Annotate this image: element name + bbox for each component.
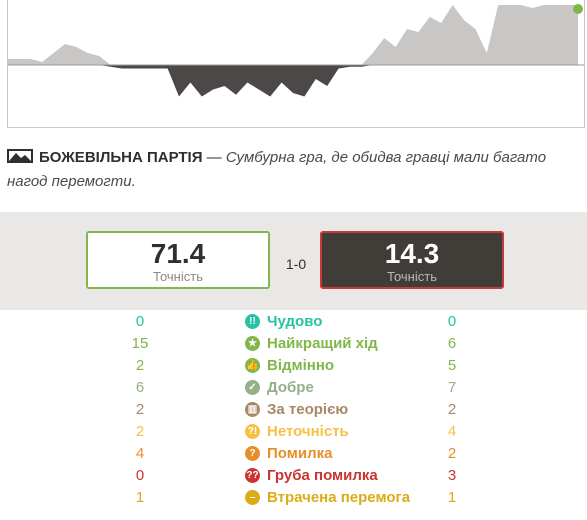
white-count: 0 (135, 313, 145, 330)
final-position-marker (573, 4, 583, 14)
classification-label: ? Помилка (245, 445, 332, 462)
brilliant-icon: !! (245, 314, 260, 329)
black-count: 7 (447, 379, 457, 396)
evaluation-graph (7, 0, 585, 128)
black-count: 5 (447, 357, 457, 374)
game-result: 1-0 (285, 256, 307, 272)
classification-row: 0 !! Чудово 0 (0, 313, 587, 335)
classification-row: 2 ▥ За теорією 2 (0, 401, 587, 423)
game-summary: Сумбурна гра, де обидва гравці мали бага… (7, 149, 547, 190)
white-count: 0 (135, 467, 145, 484)
white-accuracy-label: Точність (153, 269, 203, 284)
black-accuracy-label: Точність (387, 269, 437, 284)
game-type-icon (7, 149, 33, 163)
white-count: 15 (131, 335, 149, 352)
black-accuracy-box: 14.3 Точність (320, 231, 504, 289)
classification-label: ?! Неточність (245, 423, 349, 440)
good-icon: ✓ (245, 380, 260, 395)
classification-row: 2 👍 Відмінно 5 (0, 357, 587, 379)
accuracy-panel: 71.4 Точність 1-0 14.3 Точність (0, 212, 587, 310)
best-move-icon: ★ (245, 336, 260, 351)
white-advantage-area (8, 5, 578, 65)
black-count: 3 (447, 467, 457, 484)
white-count: 1 (135, 489, 145, 506)
evaluation-chart (8, 0, 584, 127)
inaccuracy-icon: ?! (245, 424, 260, 439)
classification-row: 4 ? Помилка 2 (0, 445, 587, 467)
black-count: 0 (447, 313, 457, 330)
classification-row: 15 ★ Найкращий хід 6 (0, 335, 587, 357)
classification-row: 1 – Втрачена перемога 1 (0, 489, 587, 511)
missed-win-icon: – (245, 490, 260, 505)
white-count: 2 (135, 423, 145, 440)
classification-row: 2 ?! Неточність 4 (0, 423, 587, 445)
mistake-icon: ? (245, 446, 260, 461)
classification-row: 6 ✓ Добре 7 (0, 379, 587, 401)
black-count: 4 (447, 423, 457, 440)
classification-label: ★ Найкращий хід (245, 335, 378, 352)
white-accuracy-box: 71.4 Точність (86, 231, 270, 289)
black-count: 2 (447, 445, 457, 462)
black-count: 2 (447, 401, 457, 418)
black-count: 6 (447, 335, 457, 352)
classification-label: – Втрачена перемога (245, 489, 410, 506)
excellent-icon: 👍 (245, 358, 260, 373)
white-accuracy-value: 71.4 (150, 238, 206, 269)
classification-label: ?? Груба помилка (245, 467, 378, 484)
blunder-icon: ?? (245, 468, 260, 483)
title-separator: — (206, 149, 222, 166)
white-count: 4 (135, 445, 145, 462)
white-count: 6 (135, 379, 145, 396)
white-count: 2 (135, 357, 145, 374)
black-accuracy-value: 14.3 (384, 238, 440, 269)
classification-row: 0 ?? Груба помилка 3 (0, 467, 587, 489)
classification-label: 👍 Відмінно (245, 357, 335, 374)
black-advantage-area (8, 65, 578, 97)
book-icon: ▥ (245, 402, 260, 417)
classification-label: ✓ Добре (245, 379, 314, 396)
game-title: БОЖЕВІЛЬНА ПАРТІЯ (39, 149, 203, 166)
classification-label: !! Чудово (245, 313, 322, 330)
game-description: БОЖЕВІЛЬНА ПАРТІЯ — Сумбурна гра, де оби… (7, 146, 582, 194)
white-count: 2 (135, 401, 145, 418)
classification-label: ▥ За теорією (245, 401, 348, 418)
black-count: 1 (447, 489, 457, 506)
